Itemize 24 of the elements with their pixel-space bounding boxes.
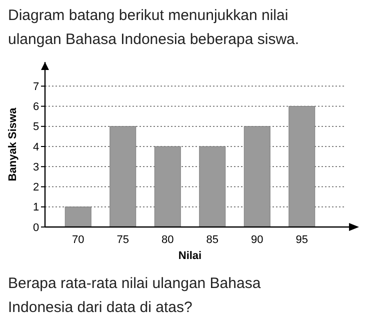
x-tick-label: 95	[296, 234, 308, 246]
y-axis-title: Banyak Siswa	[7, 106, 19, 182]
x-axis-title: Nilai	[178, 250, 202, 262]
y-tick-label: 4	[32, 141, 40, 154]
bar	[288, 106, 316, 228]
y-tick-label: 1	[32, 202, 40, 214]
x-tick-label: 75	[116, 234, 129, 246]
text: Berapa rata-rata nilai ulangan Bahasa Indonesia dari data di atas?	[8, 275, 262, 316]
y-tick-label: 2	[32, 182, 40, 194]
y-tick-label: 0	[32, 222, 40, 234]
x-tick-label: 70	[72, 234, 84, 246]
bar	[199, 146, 226, 228]
bar	[244, 126, 270, 228]
bar	[64, 206, 92, 228]
y-tick-label: 5	[32, 121, 40, 134]
x-tick-label: 80	[162, 234, 174, 246]
y-tick-label: 6	[32, 101, 40, 114]
bar	[154, 146, 181, 228]
x-tick-label: 85	[206, 234, 218, 246]
x-tick-label: 90	[251, 234, 264, 246]
chart-title: Diagram batang berikut menunjukkan nilai ulangan Bahasa Indonesia beberapa siswa.	[8, 7, 300, 48]
y-tick-label: 7	[32, 80, 40, 93]
bar	[110, 126, 136, 228]
y-tick-label: 3	[32, 161, 40, 174]
